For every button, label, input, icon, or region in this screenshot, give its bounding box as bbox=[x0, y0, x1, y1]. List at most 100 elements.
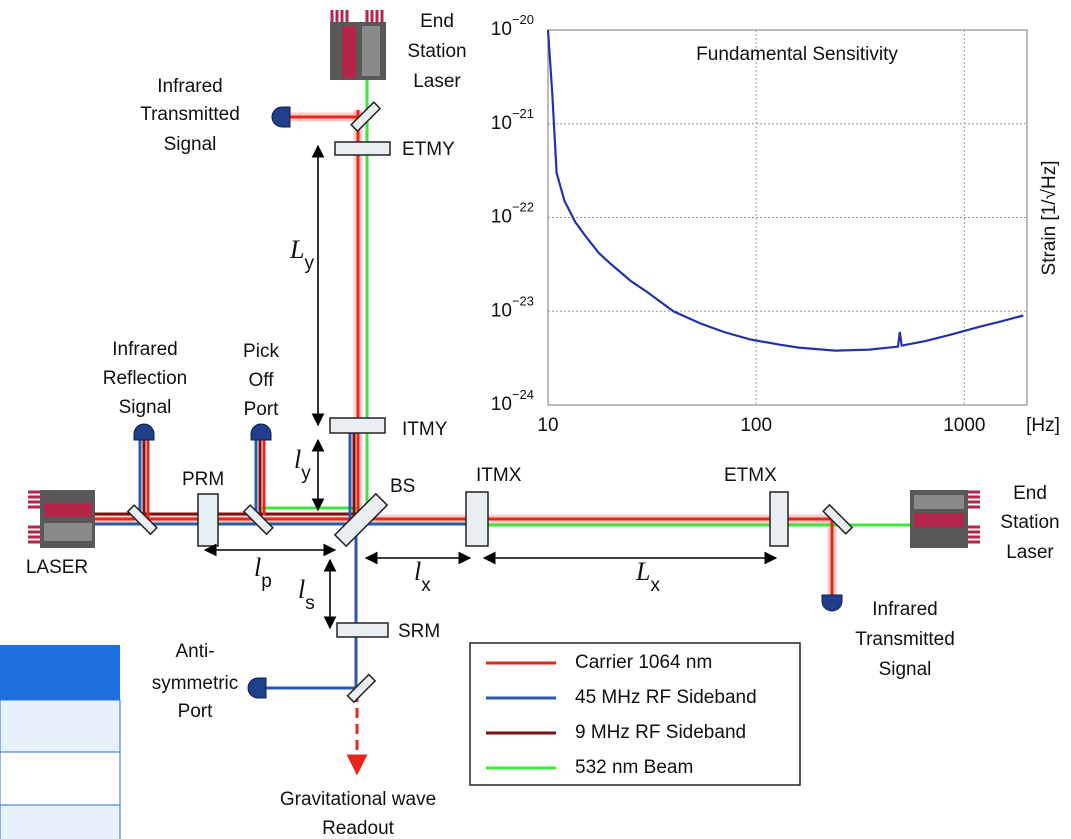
label: Station bbox=[407, 41, 466, 62]
table-row bbox=[0, 751, 121, 806]
optic-label: BS bbox=[390, 476, 415, 497]
legend: Carrier 1064 nm 45 MHz RF Sideband 9 MHz R… bbox=[486, 652, 757, 778]
length-subscript: x bbox=[421, 575, 431, 596]
laser-panel bbox=[914, 495, 964, 509]
photodiode bbox=[271, 106, 291, 128]
label: Port bbox=[178, 701, 214, 722]
optic-label: PRM bbox=[182, 469, 224, 490]
plot-frame bbox=[547, 29, 1028, 406]
label: Infrared bbox=[157, 76, 222, 97]
length-subscript: y bbox=[304, 253, 314, 274]
label: Anti- bbox=[175, 641, 214, 662]
length-label: ly bbox=[294, 445, 311, 484]
y-tick-label: 10−23 bbox=[491, 294, 534, 322]
labels: End Station Laser Infrared Transmitted S… bbox=[26, 11, 1060, 839]
mirror-etmx bbox=[769, 491, 789, 547]
photodiode bbox=[133, 423, 155, 441]
length-label: Lx bbox=[635, 557, 660, 596]
table-header bbox=[0, 645, 120, 700]
optic-label: ETMY bbox=[402, 139, 455, 160]
mirror-bs bbox=[333, 492, 389, 548]
laser-panel bbox=[362, 26, 380, 76]
pickoff-mirror bbox=[346, 673, 377, 704]
optics bbox=[126, 101, 854, 704]
table-row bbox=[0, 699, 121, 753]
table-row bbox=[0, 804, 121, 839]
length-symbol: l bbox=[254, 553, 261, 582]
label: Transmitted bbox=[140, 104, 240, 125]
label: Signal bbox=[119, 397, 172, 418]
pickoff-mirror bbox=[822, 503, 854, 535]
x-tick-label: 100 bbox=[740, 415, 772, 436]
laser-panel bbox=[44, 523, 92, 541]
mirror-itmx bbox=[465, 491, 489, 547]
legend-label: 9 MHz RF Sideband bbox=[575, 722, 746, 743]
label: Laser bbox=[413, 71, 461, 92]
length-symbol: l bbox=[298, 575, 305, 604]
y-tick-label: 10−22 bbox=[491, 200, 534, 228]
label: Off bbox=[249, 370, 275, 391]
label: Laser bbox=[1006, 542, 1054, 563]
tick-exponent: −24 bbox=[512, 387, 534, 402]
tick-exponent: −20 bbox=[512, 12, 534, 27]
x-tick-label: 10 bbox=[537, 415, 558, 436]
length-symbol: l bbox=[414, 557, 421, 586]
length-subscript: s bbox=[305, 593, 315, 614]
plot-area bbox=[548, 30, 1027, 405]
tick-exponent: −21 bbox=[512, 106, 534, 121]
mirror-itmy bbox=[329, 417, 386, 434]
x-axis-label: [Hz] bbox=[1026, 415, 1060, 436]
label: Infrared bbox=[872, 599, 937, 620]
length-subscript: y bbox=[301, 463, 311, 484]
laser-stripe bbox=[342, 26, 356, 78]
tick-base: 10 bbox=[491, 300, 512, 321]
length-symbol: L bbox=[635, 557, 650, 586]
length-label: ls bbox=[298, 575, 315, 614]
mirror-prm bbox=[197, 493, 219, 547]
length-subscript: x bbox=[650, 575, 660, 596]
photodiode bbox=[250, 423, 272, 441]
legend-label: Carrier 1064 nm bbox=[575, 652, 712, 673]
legend-label: 532 nm Beam bbox=[575, 757, 693, 778]
label: Station bbox=[1000, 512, 1059, 533]
length-label: lp bbox=[254, 553, 272, 592]
legend-box bbox=[469, 642, 801, 786]
label: Reflection bbox=[103, 368, 188, 389]
laser-top bbox=[330, 10, 386, 80]
y-tick-label: 10−21 bbox=[491, 106, 534, 134]
sensitivity-curve bbox=[546, 29, 1024, 352]
label: Readout bbox=[322, 818, 395, 839]
laser-stripe bbox=[914, 513, 964, 527]
length-symbol: L bbox=[289, 235, 304, 264]
label: Pick bbox=[243, 341, 279, 362]
label: Transmitted bbox=[855, 629, 955, 650]
tick-base: 10 bbox=[491, 113, 512, 134]
laser-pins bbox=[330, 10, 384, 22]
label: LASER bbox=[26, 557, 88, 578]
laser-left bbox=[28, 490, 95, 548]
photodiode bbox=[247, 677, 267, 699]
label: Signal bbox=[879, 659, 932, 680]
length-arrows bbox=[203, 144, 778, 630]
label: symmetric bbox=[152, 673, 239, 694]
optic-label: SRM bbox=[398, 621, 440, 642]
tick-exponent: −22 bbox=[512, 200, 534, 215]
length-symbol: l bbox=[294, 445, 301, 474]
tick-base: 10 bbox=[491, 394, 512, 415]
label: End bbox=[420, 11, 454, 32]
laser-pins bbox=[968, 490, 980, 544]
label: Signal bbox=[164, 134, 217, 155]
y-tick-label: 10−20 bbox=[491, 12, 534, 40]
tick-base: 10 bbox=[491, 19, 512, 40]
tick-exponent: −23 bbox=[512, 294, 534, 309]
pickoff-mirror bbox=[350, 101, 382, 133]
legend-label: 45 MHz RF Sideband bbox=[575, 687, 757, 708]
length-label: lx bbox=[414, 557, 431, 596]
x-tick-label: 1000 bbox=[943, 415, 985, 436]
tick-base: 10 bbox=[491, 207, 512, 228]
pickoff-mirror bbox=[126, 504, 158, 536]
optic-label: ITMY bbox=[402, 419, 448, 440]
length-subscript: p bbox=[261, 571, 272, 592]
